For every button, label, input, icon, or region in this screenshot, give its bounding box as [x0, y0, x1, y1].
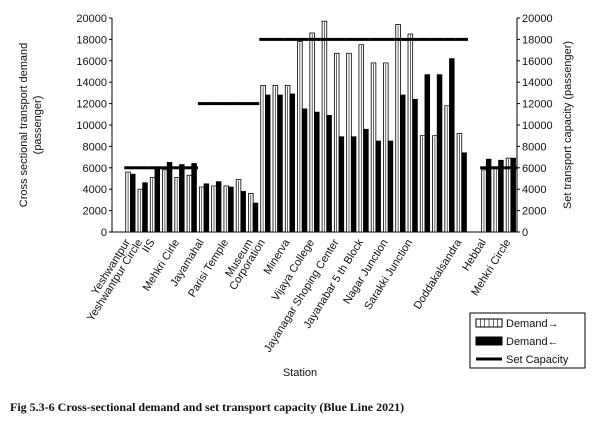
- y2-tick-label: 4000: [522, 184, 546, 196]
- y2-tick-label: 8000: [522, 141, 546, 153]
- bar: [436, 74, 443, 233]
- bar: [191, 163, 197, 233]
- y-axis-label: (passenger): [32, 96, 44, 155]
- bar: [203, 183, 210, 233]
- y-tick-label: 14000: [76, 77, 107, 89]
- legend-label: Demand←: [506, 336, 559, 348]
- y2-tick-label: 16000: [522, 56, 553, 68]
- bar: [228, 186, 234, 233]
- bar: [387, 140, 394, 233]
- bar: [326, 114, 332, 233]
- y-tick-label: 4000: [83, 184, 107, 196]
- y2-axis-label: Set transport capacity (passenger): [562, 41, 574, 209]
- y-tick-label: 8000: [83, 141, 107, 153]
- x-tick-label: Doddakalsandra: [412, 236, 465, 311]
- bar: [265, 94, 271, 233]
- bar: [510, 157, 516, 233]
- caption: Fig 5.3-6 Cross-sectional demand and set…: [10, 400, 404, 414]
- bar: [412, 98, 418, 233]
- bar: [375, 140, 381, 233]
- bar: [424, 74, 431, 233]
- legend-swatch: [475, 336, 503, 346]
- bar: [166, 162, 173, 233]
- y-tick-label: 16000: [76, 56, 107, 68]
- bar: [314, 111, 320, 233]
- legend-label: Demand→: [506, 318, 559, 330]
- y2-tick-label: 10000: [522, 120, 553, 132]
- y2-tick-label: 6000: [522, 163, 546, 175]
- y2-tick-label: 14000: [522, 77, 553, 89]
- y-tick-label: 20000: [76, 13, 107, 25]
- bar: [363, 128, 369, 233]
- bar: [252, 202, 259, 233]
- bar: [240, 190, 246, 233]
- bar: [400, 94, 406, 233]
- bar: [350, 136, 357, 233]
- x-tick-label: IIS: [140, 237, 157, 255]
- y-tick-label: 10000: [76, 120, 107, 132]
- bar: [215, 181, 222, 233]
- y-tick-label: 2000: [83, 206, 107, 218]
- bar: [485, 158, 492, 233]
- legend-label: Set Capacity: [506, 354, 569, 366]
- y-tick-label: 6000: [83, 163, 107, 175]
- y2-tick-label: 18000: [522, 34, 553, 46]
- y-tick-label: 0: [101, 227, 107, 239]
- bar: [289, 93, 296, 233]
- bar: [449, 58, 455, 233]
- bar: [277, 94, 283, 233]
- y2-tick-label: 12000: [522, 99, 553, 111]
- bar: [301, 108, 308, 233]
- bar: [154, 168, 161, 233]
- bar: [461, 152, 467, 233]
- y-axis-label: Cross sectional transport demand: [18, 43, 30, 207]
- bar: [179, 164, 185, 233]
- y2-tick-label: 20000: [522, 13, 553, 25]
- bar: [498, 159, 504, 233]
- x-axis-label: Station: [283, 367, 317, 379]
- bar: [338, 136, 345, 233]
- y2-tick-label: 0: [522, 227, 528, 239]
- bar: [130, 173, 136, 233]
- y-tick-label: 12000: [76, 99, 107, 111]
- y2-tick-label: 2000: [522, 206, 546, 218]
- bar: [142, 182, 148, 233]
- y-tick-label: 18000: [76, 34, 107, 46]
